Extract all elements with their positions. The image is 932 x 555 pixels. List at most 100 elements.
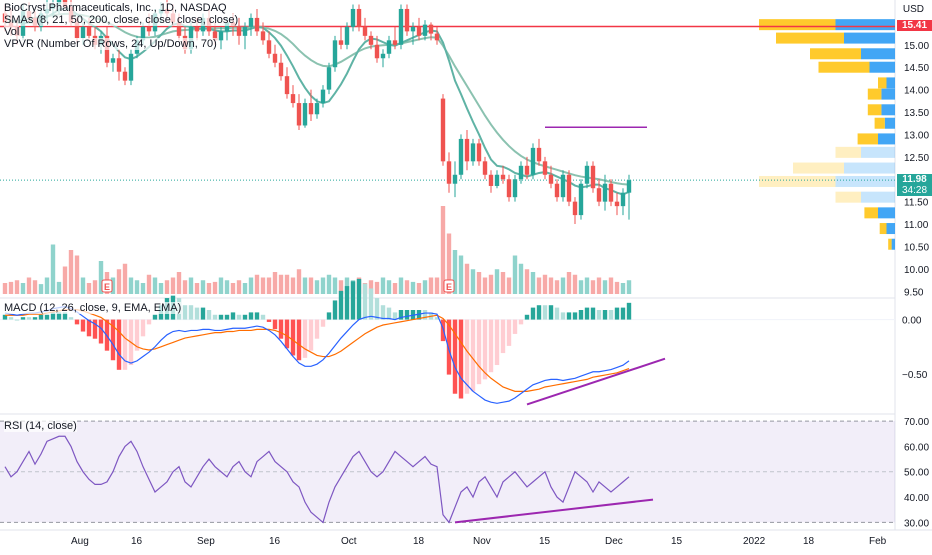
candle-body: [434, 33, 440, 41]
time-axis-tick: 16: [131, 536, 143, 547]
macd-histogram-bar: [326, 312, 332, 320]
macd-histogram-bar: [506, 319, 512, 346]
vp-down-bar: [857, 133, 878, 145]
candle-body: [344, 26, 350, 45]
volume-bar: [128, 277, 134, 294]
rsi-axis-tick: 70.00: [904, 417, 929, 428]
candle-body: [488, 174, 494, 186]
time-axis-tick: Feb: [869, 536, 887, 547]
candle-body: [368, 35, 374, 45]
macd-histogram-bar: [584, 307, 590, 320]
macd-histogram-bar: [110, 319, 116, 361]
time-axis-tick: 18: [803, 536, 815, 547]
candle-body: [302, 103, 308, 126]
volume-bar: [248, 277, 254, 294]
vp-up-bar: [861, 191, 895, 203]
volume-bar: [206, 283, 212, 294]
resistance-price-tag: 15.41: [897, 20, 932, 31]
rsi-legend[interactable]: RSI (14, close): [4, 420, 77, 432]
vp-up-bar: [869, 61, 895, 73]
earnings-label: E: [104, 282, 110, 292]
macd-histogram-bar: [194, 307, 200, 320]
macd-histogram-bar: [488, 319, 494, 373]
vp-up-bar: [886, 223, 895, 235]
volume-bar: [98, 261, 104, 294]
candle-body: [284, 76, 290, 95]
macd-axis-tick: −0.50: [902, 370, 928, 381]
volume-bar: [164, 280, 170, 294]
candle-body: [224, 22, 230, 32]
macd-histogram-bar: [272, 319, 278, 330]
candle-body: [524, 165, 530, 175]
macd-histogram-bar: [494, 319, 500, 366]
price-axis-tick: 13.50: [904, 108, 929, 119]
macd-legend[interactable]: MACD (12, 26, close, 9, EMA, EMA): [4, 302, 182, 314]
volume-bar: [572, 274, 578, 294]
macd-histogram-bar: [482, 319, 488, 380]
volume-bar: [62, 266, 68, 294]
candle-body: [518, 165, 524, 180]
volume-bar: [458, 255, 464, 294]
vp-down-bar: [759, 175, 836, 187]
volume-bar: [524, 269, 530, 294]
macd-histogram-bar: [320, 319, 326, 327]
countdown-tag: 34:28: [897, 185, 932, 196]
macd-histogram-bar: [464, 319, 470, 394]
candle-body: [386, 40, 392, 54]
price-axis-tick: 15.00: [904, 41, 929, 52]
candle-body: [620, 192, 626, 207]
candle-body: [194, 26, 200, 32]
macd-histogram-bar: [608, 310, 614, 320]
vp-up-bar: [844, 162, 895, 174]
price-axis-tick: 10.00: [904, 265, 929, 276]
price-axis-tick: 10.50: [904, 242, 929, 253]
volume-bar: [92, 280, 98, 294]
candle-body: [266, 40, 272, 54]
macd-histogram-bar: [560, 312, 566, 320]
volume-bar: [278, 274, 284, 294]
time-axis-tick: Nov: [473, 536, 491, 547]
volume-bar: [302, 277, 308, 294]
macd-histogram-bar: [392, 312, 398, 320]
candle-body: [128, 53, 134, 81]
vp-down-bar: [818, 61, 870, 73]
candle-body: [212, 31, 218, 41]
volume-bar: [200, 280, 206, 294]
volume-bar: [476, 272, 482, 294]
volume-bar: [626, 280, 632, 294]
candle-body: [374, 44, 380, 59]
volume-bar: [614, 281, 620, 294]
volume-bar: [512, 255, 518, 294]
vp-down-bar: [810, 48, 861, 60]
macd-histogram-bar: [224, 314, 230, 320]
vol-legend[interactable]: Vol: [4, 26, 20, 38]
earnings-marker: [443, 279, 455, 293]
time-axis-tick: 16: [269, 536, 281, 547]
vp-up-bar: [835, 19, 895, 31]
volume-bar: [86, 283, 92, 294]
macd-histogram-bar: [212, 314, 218, 320]
volume-bar: [284, 274, 290, 294]
macd-histogram-bar: [266, 319, 272, 322]
vp-up-bar: [844, 32, 895, 44]
vpvr-legend[interactable]: VPVR (Number Of Rows, 24, Up/Down, 70): [4, 38, 217, 50]
candle-body: [236, 26, 242, 36]
candle-body: [272, 53, 278, 63]
volume-bar: [566, 272, 572, 294]
volume-bar: [218, 277, 224, 294]
volume-bar: [56, 281, 62, 294]
volume-bar: [236, 280, 242, 294]
candle-body: [404, 8, 410, 32]
macd-histogram-bar: [296, 319, 302, 361]
symbol-title[interactable]: BioCryst Pharmaceuticals, Inc., 1D, NASD…: [4, 2, 227, 14]
macd-histogram-bar: [590, 307, 596, 320]
candle-body: [338, 40, 344, 45]
price-axis-tick: 11.00: [904, 220, 929, 231]
candle-body: [86, 26, 92, 36]
macd-histogram-bar: [260, 314, 266, 320]
vp-down-bar: [867, 104, 882, 116]
sma-legend[interactable]: SMAs (8, 21, 50, 200, close, close, clos…: [4, 14, 239, 26]
volume-bar: [20, 283, 26, 294]
